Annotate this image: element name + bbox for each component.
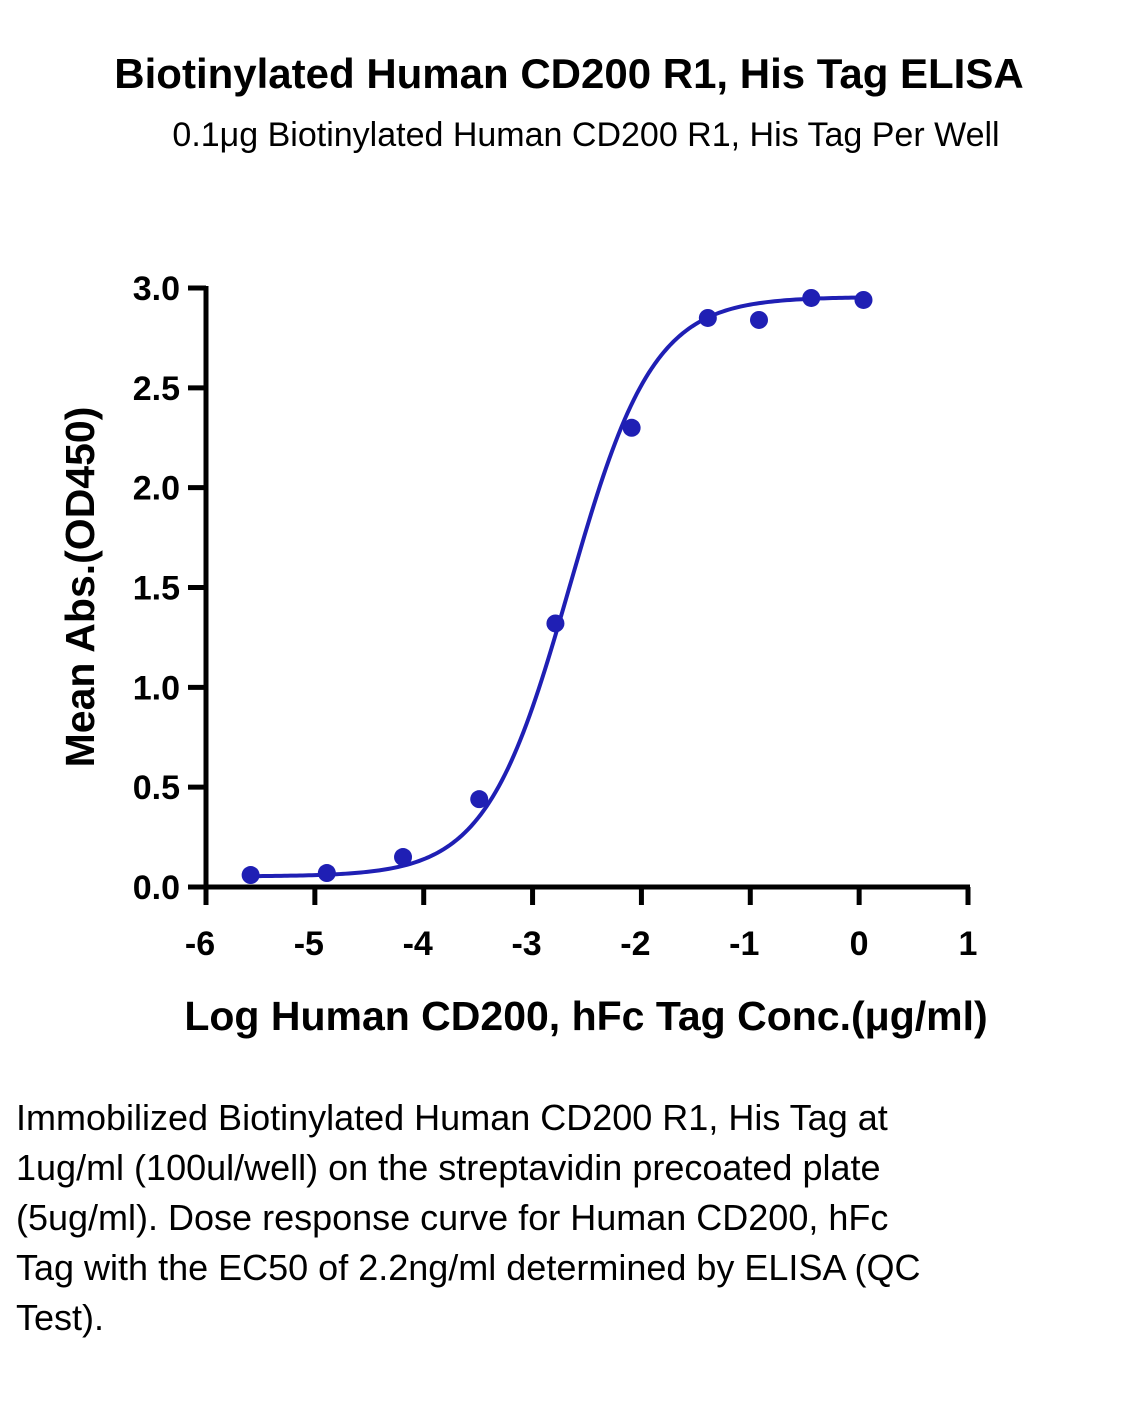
fit-curve-layer <box>250 295 864 879</box>
data-point <box>854 290 873 309</box>
data-points-layer <box>241 288 873 885</box>
data-point <box>546 614 565 633</box>
data-point <box>749 310 768 329</box>
y-axis-label: Mean Abs.(OD450) <box>57 407 103 768</box>
y-tick-label: 0.0 <box>133 869 180 907</box>
chart-title: Biotinylated Human CD200 R1, His Tag ELI… <box>114 50 1024 97</box>
x-axis-label: Log Human CD200, hFc Tag Conc.(μg/ml) <box>184 993 987 1039</box>
axes <box>203 286 970 890</box>
x-tick-label: -6 <box>185 925 215 963</box>
x-tick-label: -1 <box>729 925 759 963</box>
y-tick-label: 2.5 <box>133 370 180 408</box>
ticks: -6 -5 -4 -3 -2 -1 0 1 0.0 0.5 1.0 1.5 2.0 2.5 3.0 <box>133 270 978 963</box>
y-tick-label: 1.0 <box>133 669 180 707</box>
x-tick-label: -2 <box>620 925 650 963</box>
x-tick-label: 1 <box>959 925 978 963</box>
y-tick-label: 1.5 <box>133 570 180 608</box>
x-tick-label: -5 <box>294 925 324 963</box>
elisa-chart: -6 -5 -4 -3 -2 -1 0 1 0.0 0.5 1.0 1.5 2.0 2.5 3.0 Log … <box>57 270 988 1039</box>
data-point <box>802 288 821 307</box>
y-tick-label: 0.5 <box>133 769 180 807</box>
data-point <box>622 418 641 437</box>
fit-curve <box>250 295 864 879</box>
data-point <box>317 864 336 883</box>
x-tick-label: -3 <box>511 925 541 963</box>
x-tick-label: -4 <box>403 925 433 963</box>
data-point <box>394 848 413 867</box>
x-tick-label: 0 <box>850 925 869 963</box>
data-point <box>470 790 489 809</box>
data-point <box>241 866 260 885</box>
data-point <box>698 308 717 327</box>
figure-caption: Immobilized Biotinylated Human CD200 R1,… <box>16 1097 921 1338</box>
y-tick-label: 2.0 <box>133 470 180 508</box>
chart-subtitle: 0.1μg Biotinylated Human CD200 R1, His T… <box>172 116 1000 154</box>
y-tick-label: 3.0 <box>133 270 180 308</box>
